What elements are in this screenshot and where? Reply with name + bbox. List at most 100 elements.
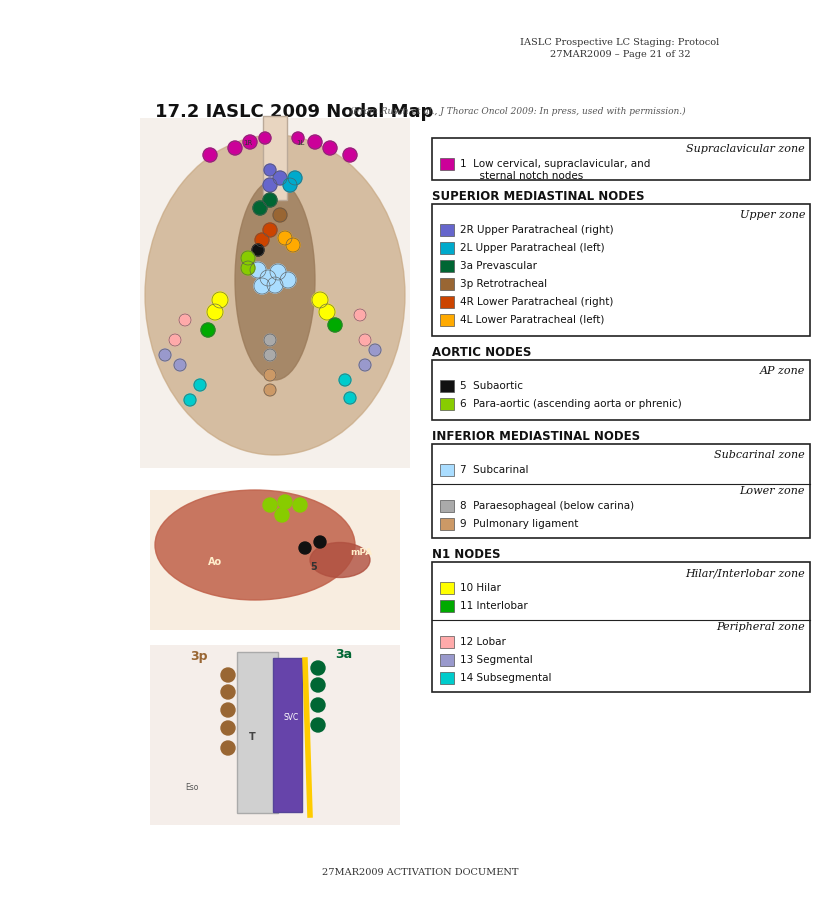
FancyBboxPatch shape <box>432 444 810 538</box>
Text: 3p Retrotracheal: 3p Retrotracheal <box>460 279 547 289</box>
Text: 17.2 IASLC 2009 Nodal Map: 17.2 IASLC 2009 Nodal Map <box>155 103 433 121</box>
Circle shape <box>221 741 235 755</box>
Circle shape <box>311 718 325 732</box>
Circle shape <box>263 498 277 512</box>
Text: AP zone: AP zone <box>759 366 805 376</box>
Ellipse shape <box>155 490 355 600</box>
FancyBboxPatch shape <box>440 224 454 236</box>
Circle shape <box>312 292 328 308</box>
Circle shape <box>221 685 235 699</box>
Circle shape <box>264 164 276 176</box>
FancyBboxPatch shape <box>440 500 454 512</box>
FancyBboxPatch shape <box>440 654 454 666</box>
Text: 11 Interlobar: 11 Interlobar <box>460 601 528 611</box>
Circle shape <box>194 379 206 391</box>
FancyBboxPatch shape <box>273 658 302 812</box>
FancyBboxPatch shape <box>440 380 454 392</box>
Text: SVC: SVC <box>283 713 298 722</box>
Text: T: T <box>249 732 255 742</box>
Circle shape <box>319 304 335 320</box>
Text: Hilar/Interlobar zone: Hilar/Interlobar zone <box>685 568 805 578</box>
FancyBboxPatch shape <box>263 116 287 200</box>
Circle shape <box>359 334 371 346</box>
Circle shape <box>260 270 276 286</box>
Text: Ao: Ao <box>208 557 222 567</box>
FancyBboxPatch shape <box>432 138 810 180</box>
Ellipse shape <box>235 180 315 380</box>
Text: AORTIC NODES: AORTIC NODES <box>432 346 532 359</box>
FancyBboxPatch shape <box>440 278 454 290</box>
Text: 27MAR2009 – Page 21 of 32: 27MAR2009 – Page 21 of 32 <box>549 50 690 59</box>
Circle shape <box>179 314 191 326</box>
FancyBboxPatch shape <box>440 636 454 648</box>
FancyBboxPatch shape <box>140 118 410 468</box>
Circle shape <box>369 344 381 356</box>
Circle shape <box>241 251 255 265</box>
Circle shape <box>314 536 326 548</box>
FancyBboxPatch shape <box>440 464 454 476</box>
Circle shape <box>343 148 357 162</box>
Text: Upper zone: Upper zone <box>739 210 805 220</box>
FancyBboxPatch shape <box>150 490 400 630</box>
Text: 1L: 1L <box>296 140 304 146</box>
FancyBboxPatch shape <box>440 242 454 254</box>
Circle shape <box>278 495 292 509</box>
FancyBboxPatch shape <box>440 518 454 530</box>
Circle shape <box>243 135 257 149</box>
Circle shape <box>207 304 223 320</box>
Circle shape <box>159 349 171 361</box>
Circle shape <box>359 359 371 371</box>
Text: Eso: Eso <box>185 783 198 792</box>
Circle shape <box>201 323 215 337</box>
FancyBboxPatch shape <box>440 296 454 308</box>
FancyBboxPatch shape <box>440 672 454 684</box>
Text: (From Rusch et al., J Thorac Oncol 2009: In press, used with permission.): (From Rusch et al., J Thorac Oncol 2009:… <box>350 107 685 116</box>
Circle shape <box>267 277 283 293</box>
Text: N1 NODES: N1 NODES <box>432 548 501 561</box>
Circle shape <box>328 318 342 332</box>
Circle shape <box>270 264 286 280</box>
Text: 6  Para-aortic (ascending aorta or phrenic): 6 Para-aortic (ascending aorta or phreni… <box>460 399 682 409</box>
Circle shape <box>339 374 351 386</box>
Ellipse shape <box>310 542 370 577</box>
Circle shape <box>286 238 300 252</box>
Circle shape <box>275 508 289 522</box>
Circle shape <box>344 392 356 404</box>
Circle shape <box>253 201 267 215</box>
Circle shape <box>169 334 181 346</box>
Circle shape <box>280 272 296 288</box>
Circle shape <box>212 292 228 308</box>
FancyBboxPatch shape <box>237 652 278 813</box>
Circle shape <box>278 231 292 245</box>
Circle shape <box>263 178 277 192</box>
Text: 1  Low cervical, supraclavicular, and
      sternal notch nodes: 1 Low cervical, supraclavicular, and ste… <box>460 159 650 181</box>
Text: 5: 5 <box>310 562 317 572</box>
Text: Peripheral zone: Peripheral zone <box>717 622 805 632</box>
Text: 5  Subaortic: 5 Subaortic <box>460 381 523 391</box>
Text: INFERIOR MEDIASTINAL NODES: INFERIOR MEDIASTINAL NODES <box>432 430 640 443</box>
Circle shape <box>311 678 325 692</box>
Text: 9  Pulmonary ligament: 9 Pulmonary ligament <box>460 519 579 529</box>
Text: 8  Paraesophageal (below carina): 8 Paraesophageal (below carina) <box>460 501 634 511</box>
Circle shape <box>263 223 277 237</box>
Circle shape <box>259 132 271 144</box>
Circle shape <box>221 703 235 717</box>
Text: 10 Hilar: 10 Hilar <box>460 583 501 593</box>
Text: 4L Lower Paratracheal (left): 4L Lower Paratracheal (left) <box>460 315 604 325</box>
Ellipse shape <box>145 135 405 455</box>
FancyBboxPatch shape <box>440 398 454 410</box>
Circle shape <box>308 135 322 149</box>
Circle shape <box>311 661 325 675</box>
Circle shape <box>174 359 186 371</box>
Circle shape <box>311 698 325 712</box>
Circle shape <box>252 244 264 256</box>
FancyBboxPatch shape <box>440 582 454 594</box>
Text: 2R Upper Paratracheal (right): 2R Upper Paratracheal (right) <box>460 225 614 235</box>
Text: Supraclavicular zone: Supraclavicular zone <box>686 144 805 154</box>
Circle shape <box>288 171 302 185</box>
Circle shape <box>263 193 277 207</box>
FancyBboxPatch shape <box>440 260 454 272</box>
Circle shape <box>241 261 255 275</box>
FancyBboxPatch shape <box>440 314 454 326</box>
Text: 7  Subcarinal: 7 Subcarinal <box>460 465 528 475</box>
